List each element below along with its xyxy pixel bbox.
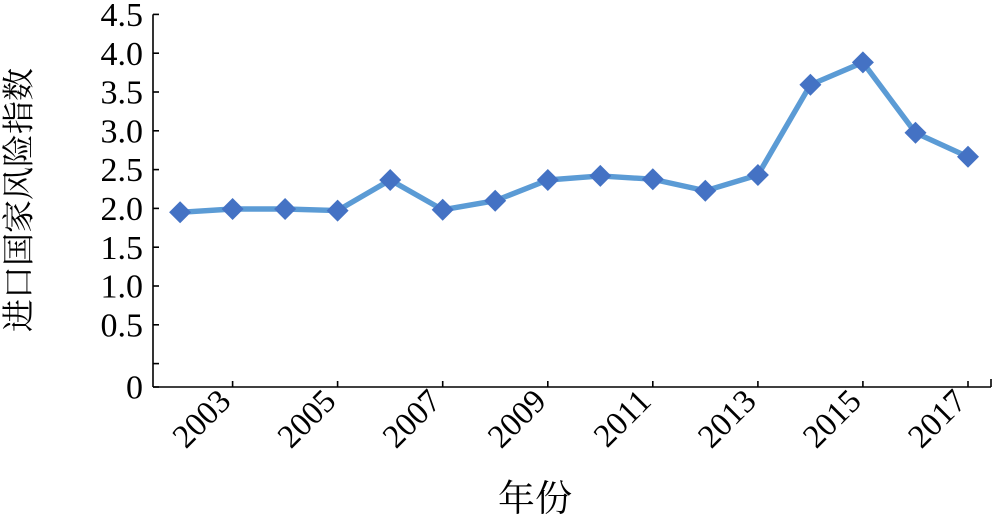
- svg-text:3.0: 3.0: [101, 113, 144, 150]
- svg-text:2.5: 2.5: [101, 152, 144, 189]
- svg-text:2.0: 2.0: [101, 191, 144, 228]
- svg-text:1.5: 1.5: [101, 230, 144, 267]
- svg-text:1.0: 1.0: [101, 269, 144, 306]
- svg-text:4.5: 4.5: [101, 0, 144, 34]
- svg-text:4.0: 4.0: [101, 36, 144, 73]
- svg-text:0.5: 0.5: [101, 307, 144, 344]
- svg-text:进口国家风险指数: 进口国家风险指数: [0, 68, 40, 332]
- svg-text:0: 0: [126, 370, 143, 407]
- svg-text:年份: 年份: [498, 468, 572, 516]
- svg-text:3.5: 3.5: [101, 75, 144, 112]
